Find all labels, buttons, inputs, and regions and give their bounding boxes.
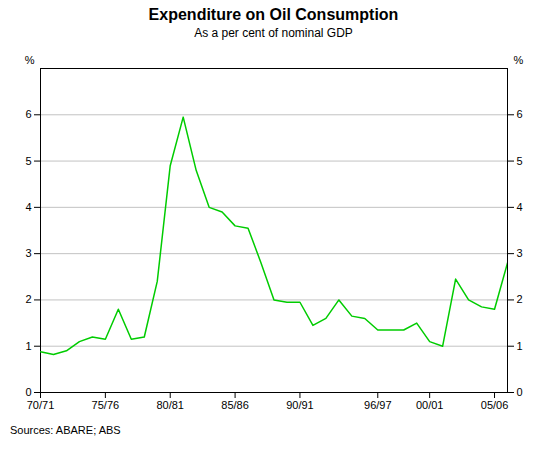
svg-text:00/01: 00/01 [416, 399, 444, 411]
svg-text:85/86: 85/86 [221, 399, 249, 411]
svg-text:5: 5 [25, 155, 31, 167]
svg-text:1: 1 [517, 340, 523, 352]
svg-text:3: 3 [517, 247, 523, 259]
svg-text:6: 6 [517, 108, 523, 120]
svg-text:75/76: 75/76 [92, 399, 120, 411]
svg-text:4: 4 [25, 201, 31, 213]
svg-text:1: 1 [25, 340, 31, 352]
svg-text:%: % [25, 54, 35, 66]
svg-text:90/91: 90/91 [286, 399, 314, 411]
svg-text:4: 4 [517, 201, 523, 213]
svg-text:70/71: 70/71 [27, 399, 55, 411]
html-text:As a per cent of nominal GDP: As a per cent of nominal GDP [194, 26, 353, 40]
html-text:Sources: ABARE; ABS: Sources: ABARE; ABS [10, 424, 121, 436]
svg-text:5: 5 [517, 155, 523, 167]
svg-text:05/06: 05/06 [481, 399, 509, 411]
html-text:Expenditure on Oil Consumption: Expenditure on Oil Consumption [148, 6, 399, 23]
svg-text:3: 3 [25, 247, 31, 259]
svg-text:96/97: 96/97 [364, 399, 392, 411]
svg-text:6: 6 [25, 108, 31, 120]
svg-text:0: 0 [25, 386, 31, 398]
svg-text:80/81: 80/81 [156, 399, 184, 411]
svg-text:2: 2 [25, 293, 31, 305]
svg-text:%: % [514, 54, 524, 66]
svg-text:2: 2 [517, 293, 523, 305]
svg-text:0: 0 [517, 386, 523, 398]
